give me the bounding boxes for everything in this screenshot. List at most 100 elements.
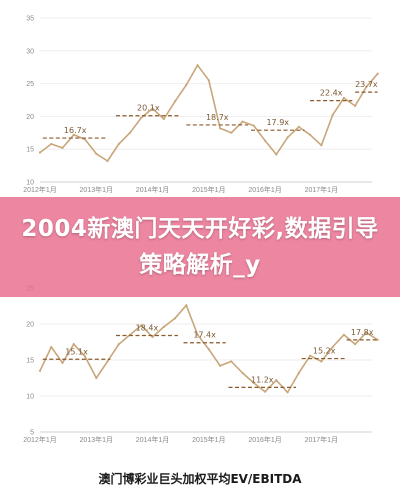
data-point (252, 124, 255, 127)
x-tick-label: 2015年1月 (192, 185, 225, 194)
data-point (128, 131, 132, 134)
y-tick-label: 10 (26, 180, 34, 187)
y-tick-label: 15 (26, 358, 34, 365)
y-tick-label: 30 (26, 48, 34, 55)
data-point (173, 317, 177, 320)
y-tick-label: 35 (26, 16, 34, 23)
data-point (297, 125, 300, 128)
average-label: 15.1x (65, 347, 88, 356)
average-label: 15.2x (313, 347, 336, 356)
data-point (72, 343, 75, 346)
bottom-chart: 5101520252012年1月2013年1月2014年1月2015年1月201… (23, 286, 379, 444)
data-point (117, 142, 120, 146)
data-point (173, 100, 177, 103)
y-tick-label: 5 (30, 430, 34, 437)
x-tick-label: 2015年1月 (192, 435, 225, 444)
average-label: 17.4x (193, 331, 216, 340)
x-tick-label: 2017年1月 (305, 185, 338, 194)
data-point (241, 371, 244, 375)
average-label: 11.2x (251, 375, 274, 384)
data-point (354, 343, 357, 346)
data-point (275, 153, 278, 156)
average-label: 22.4x (320, 89, 343, 98)
data-point (83, 355, 87, 358)
x-tick-label: 2012年1月 (23, 185, 56, 194)
title-banner: 2004新澳门天天开好彩,数据引导策略解析_y (0, 197, 400, 297)
y-tick-label: 20 (26, 114, 34, 121)
data-point (218, 364, 222, 367)
x-tick-label: 2016年1月 (248, 435, 281, 444)
data-point (331, 345, 334, 349)
data-point (106, 360, 109, 363)
data-point (151, 335, 154, 339)
data-point (252, 381, 255, 385)
data-point (95, 152, 98, 155)
average-label: 18.4x (136, 324, 159, 333)
data-point (50, 345, 53, 349)
banner-text: 2004新澳门天天开好彩,数据引导策略解析_y (21, 216, 379, 278)
data-point (38, 369, 42, 372)
data-point (151, 107, 154, 110)
data-point (72, 133, 75, 136)
data-point (365, 331, 368, 334)
data-point (320, 144, 323, 147)
data-point (162, 325, 165, 328)
data-point (207, 79, 210, 82)
data-point (354, 104, 357, 108)
data-point (230, 131, 233, 134)
data-point (376, 338, 379, 341)
data-point (241, 120, 244, 123)
data-point (309, 133, 312, 136)
y-tick-label: 25 (26, 81, 34, 88)
data-point (140, 116, 143, 119)
data-point (140, 324, 143, 327)
x-tick-label: 2016年1月 (248, 185, 281, 194)
y-tick-label: 10 (26, 394, 34, 401)
average-label: 17.8x (351, 328, 374, 337)
data-point (275, 379, 278, 382)
data-point (297, 371, 300, 375)
data-point (185, 83, 188, 87)
data-point (162, 117, 165, 121)
data-point (309, 354, 312, 357)
chart-caption: 澳门博彩业巨头加权平均EV/EBITDA (98, 472, 302, 486)
data-point (218, 127, 222, 130)
data-point (376, 72, 379, 75)
x-tick-label: 2013年1月 (80, 435, 113, 444)
data-point (196, 333, 199, 336)
x-tick-label: 2014年1月 (136, 185, 169, 194)
data-point (230, 360, 233, 363)
data-point (342, 96, 345, 100)
data-point (83, 138, 87, 141)
data-point (331, 113, 334, 117)
x-tick-label: 2017年1月 (305, 435, 338, 444)
data-point (286, 136, 289, 139)
data-point (320, 360, 323, 363)
data-point (207, 348, 210, 351)
data-point (38, 151, 42, 154)
average-label: 17.9x (266, 118, 289, 127)
data-point (50, 142, 53, 146)
data-point (95, 376, 98, 380)
average-label: 18.7x (206, 113, 229, 122)
data-point (61, 361, 64, 364)
data-point (106, 159, 109, 163)
data-point (117, 343, 120, 346)
top-chart: 10 15 20 25 30 35 2012年1月 2013年1月 2014年1月 2015年1月… (23, 16, 379, 194)
x-tick-label: 2013年1月 (80, 185, 113, 194)
data-point (286, 391, 289, 394)
y-tick-label: 15 (26, 147, 34, 154)
x-tick-label: 2012年1月 (23, 435, 56, 444)
data-point (342, 333, 345, 336)
average-label: 23.7x (355, 80, 378, 89)
average-label: 20.1x (137, 104, 160, 113)
data-point (263, 139, 267, 142)
average-label: 16.7x (64, 126, 87, 135)
data-point (185, 304, 188, 307)
data-point (263, 390, 267, 393)
y-tick-label: 20 (26, 322, 34, 329)
data-point (365, 85, 368, 88)
data-point (196, 64, 199, 67)
x-tick-label: 2014年1月 (136, 435, 169, 444)
data-point (61, 146, 64, 149)
